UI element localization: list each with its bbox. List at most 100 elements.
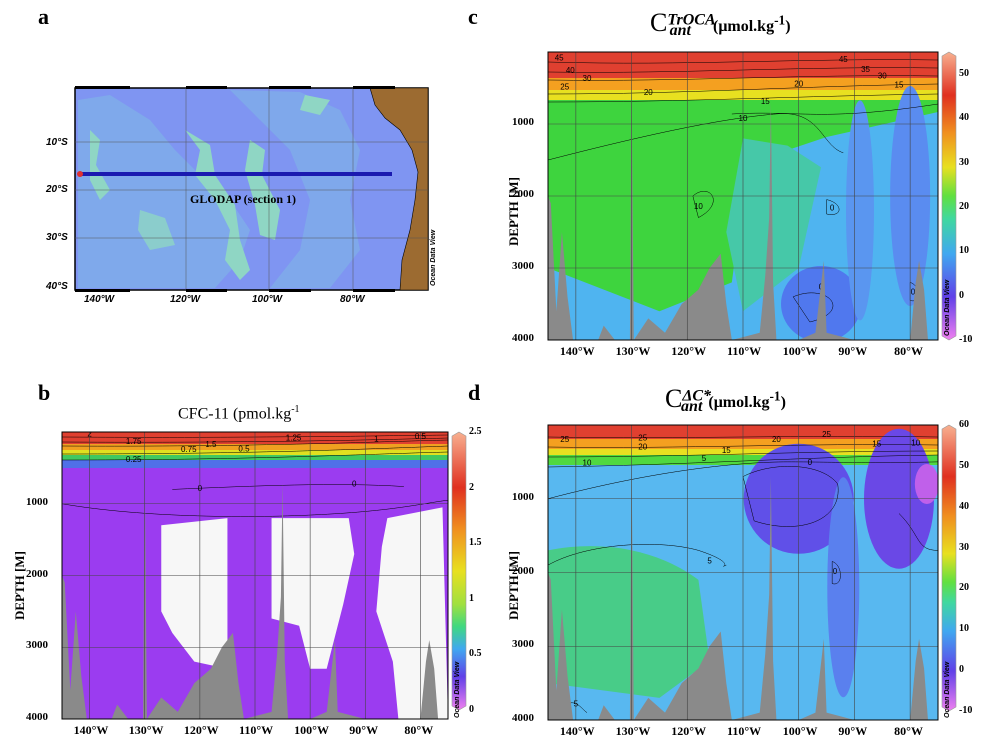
panel-b-contour-1 [62, 437, 448, 443]
panel-b-gap-west [161, 518, 228, 669]
panel-b-contour-2 [62, 439, 448, 447]
panel-c-contour-label-3-1: 15 [895, 80, 904, 89]
panel-c-contour-7 [692, 191, 714, 218]
map-ridge-shallow-4 [300, 95, 330, 115]
panel-b-xtick-5: 90°W [349, 723, 379, 737]
panel-label-d: d [468, 380, 481, 405]
panel-b-cbtick-1: 2 [469, 481, 474, 493]
panel-d-ytick-1: 2000 [512, 564, 534, 577]
panel-d-xtick-6: 80°W [894, 724, 923, 738]
panel-d-contour-8 [898, 513, 938, 551]
panel-b-cbtick-4: 0.5 [469, 648, 482, 660]
panel-d-ylabel: DEPTH [M] [506, 551, 521, 620]
panel-b-contour-4 [62, 451, 448, 461]
panel-d-cbtick-7: -10 [959, 705, 973, 716]
panel-c-contour-label-2-0: 30 [583, 74, 592, 83]
panel-c-cbtick-3: 20 [959, 201, 969, 213]
panel-c-xtick-2: 120°W [671, 344, 707, 358]
panel-d-magenta-spot [914, 464, 938, 504]
panel-d-title: CΔC*ant (μmol.kg-1) [665, 384, 786, 416]
panel-b-cbtick-0: 2.5 [469, 426, 482, 437]
panel-c-xtick-5: 90°W [838, 344, 868, 358]
panel-c-contour-label-0-0: 45 [555, 54, 564, 63]
panel-d-contour-label-7-0: 0 [833, 567, 838, 576]
map-lat-tick-30: 30°S [46, 232, 68, 243]
panel-d-contour-label-0-2: 25 [822, 430, 831, 439]
panel-d-cbtick-4: 20 [959, 582, 969, 594]
panel-b-title: CFC-11 (pmol.kg-1 [178, 404, 300, 423]
panel-d-ytick-3: 4000 [512, 712, 534, 724]
panel-b-contour-6 [62, 499, 448, 517]
panel-b-colorbar [451, 431, 467, 711]
panel-d-cbtick-3: 30 [959, 541, 969, 553]
panel-d-contour-4 [548, 461, 938, 499]
map-lat-tick-40: 40°S [46, 281, 68, 292]
panel-d-green-sw [548, 546, 710, 698]
panel-b-cbtick-3: 1 [469, 592, 474, 604]
panel-c-contour-label-3-0: 25 [560, 82, 569, 91]
panel-b-ytick-0: 1000 [26, 495, 48, 508]
panel-c-contour-label-10-0: 0 [911, 288, 916, 297]
map-section-start [77, 171, 83, 177]
panel-b-xtick-4: 100°W [294, 723, 329, 737]
map-ridge-shallow-5 [138, 210, 175, 250]
panel-d-contour-label-0-1: 25 [638, 433, 647, 442]
panel-b-ytick-3: 4000 [26, 711, 48, 723]
panel-d-contour-label-3-1: 10 [911, 439, 920, 448]
panel-b-contour-0 [62, 434, 448, 438]
panel-d-contour-label-2-1: 15 [872, 439, 881, 448]
panel-c-colorbar [941, 51, 957, 341]
panel-c-xtick-6: 80°W [894, 344, 923, 358]
panel-c-ytick-2: 3000 [512, 260, 534, 272]
panel-d-contour-label-1-0: 20 [638, 442, 647, 451]
map-lon-tick-140: 140°W [84, 294, 115, 305]
panel-b-contour-label-4-0: 0.25 [126, 455, 142, 464]
map-lon-tick-80: 80°W [340, 294, 365, 305]
panel-c-contour-label-4-0: 20 [644, 88, 653, 97]
panel-c-contour-6 [548, 113, 844, 161]
panel-b-frame [61, 431, 449, 720]
panel-b-xtick-0: 140°W [73, 723, 109, 737]
map-lon-tick-120: 120°W [170, 294, 201, 305]
panel-d-blue-col [827, 477, 860, 698]
panel-b-xtick-6: 80°W [404, 723, 434, 737]
panel-c-frame [547, 51, 939, 341]
panel-c-cbtick-1: 40 [959, 112, 969, 124]
panel-b-contour-label-1-0: 1.75 [126, 437, 142, 446]
panel-c-xtick-0: 140°W [559, 344, 595, 358]
panel-d-cbtick-0: 60 [959, 419, 969, 430]
panel-c-title: CTrOCAant (μmol.kg-1) [650, 8, 791, 40]
panel-b-xtick-3: 110°W [239, 723, 274, 737]
panel-c-contour-label-2-1: 30 [878, 72, 887, 81]
panel-d-xtick-5: 90°W [838, 724, 868, 738]
map-graticule [75, 88, 428, 290]
map-frame-bars [75, 86, 395, 292]
panel-d-cbtick-6: 0 [959, 664, 964, 676]
panel-b-xtick-2: 120°W [183, 723, 219, 737]
panel-c-contour-label-8-0: 0 [830, 203, 835, 212]
panel-d-odv-label: Ocean Data View [944, 661, 951, 718]
panel-b-cbtick-5: 0 [469, 704, 474, 715]
panel-c-ytick-1: 2000 [512, 188, 534, 200]
panel-d-xtick-3: 110°W [727, 724, 762, 738]
panel-b-contour-label-5-1: 0 [352, 480, 357, 489]
panel-d-cbtick-1: 50 [959, 459, 969, 471]
panel-c-contour-label-1-0: 40 [566, 66, 575, 75]
panel-c-xtick-1: 130°W [615, 344, 651, 358]
map-ridge-east [230, 90, 360, 288]
panel-b-contour-label-2-0: 1.5 [205, 440, 217, 449]
panel-d-contour-label-4-0: 5 [702, 454, 707, 463]
panel-b-gap-mid [271, 518, 355, 669]
panel-d-colorbar [941, 424, 957, 712]
panel-label-c: c [468, 4, 478, 29]
panel-d-xtick-2: 120°W [671, 724, 707, 738]
panel-c-contour-9 [792, 292, 834, 323]
panel-d-contour-label-6-0: 5 [707, 557, 712, 566]
panel-c-ytick-3: 4000 [512, 332, 534, 344]
panel-b-contour-label-2-1: 1 [374, 434, 379, 443]
panel-d-cbtick-5: 10 [959, 623, 969, 635]
panel-label-a: a [38, 4, 49, 29]
